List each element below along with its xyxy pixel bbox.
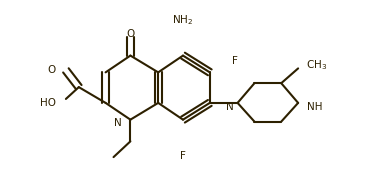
Text: F: F bbox=[180, 151, 186, 161]
Text: NH: NH bbox=[307, 102, 323, 112]
Text: N: N bbox=[226, 102, 234, 112]
Text: O: O bbox=[126, 29, 135, 39]
Text: NH$_2$: NH$_2$ bbox=[172, 13, 193, 27]
Text: N: N bbox=[114, 118, 121, 128]
Text: O: O bbox=[48, 65, 56, 75]
Text: F: F bbox=[232, 55, 237, 65]
Text: CH$_3$: CH$_3$ bbox=[306, 59, 327, 72]
Text: HO: HO bbox=[40, 98, 56, 108]
